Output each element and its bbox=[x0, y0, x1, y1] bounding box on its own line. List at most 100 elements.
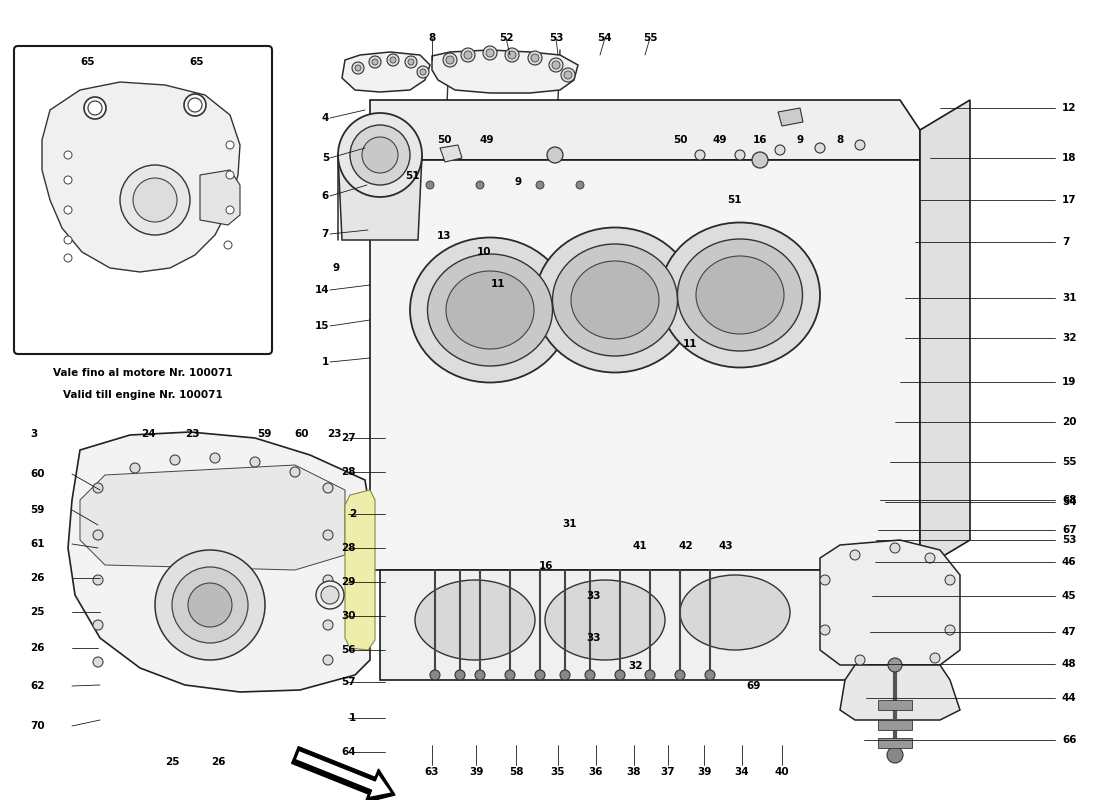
Circle shape bbox=[387, 54, 399, 66]
Circle shape bbox=[890, 543, 900, 553]
Circle shape bbox=[820, 575, 830, 585]
Circle shape bbox=[585, 670, 595, 680]
Text: 9: 9 bbox=[796, 135, 804, 145]
Circle shape bbox=[338, 113, 422, 197]
Circle shape bbox=[476, 181, 484, 189]
Text: 31: 31 bbox=[563, 519, 578, 529]
Text: 37: 37 bbox=[661, 767, 675, 777]
Polygon shape bbox=[840, 665, 960, 720]
Circle shape bbox=[486, 49, 494, 57]
Text: 11: 11 bbox=[683, 339, 697, 349]
Polygon shape bbox=[878, 720, 912, 730]
Polygon shape bbox=[42, 82, 240, 272]
Circle shape bbox=[705, 670, 715, 680]
Ellipse shape bbox=[696, 256, 784, 334]
Text: 39: 39 bbox=[469, 767, 483, 777]
Circle shape bbox=[362, 137, 398, 173]
Circle shape bbox=[850, 550, 860, 560]
Text: 49: 49 bbox=[480, 135, 494, 145]
Text: 69: 69 bbox=[747, 681, 761, 691]
Circle shape bbox=[323, 655, 333, 665]
Text: 70: 70 bbox=[30, 721, 45, 731]
Text: 16: 16 bbox=[752, 135, 768, 145]
Text: 14: 14 bbox=[315, 285, 329, 295]
Circle shape bbox=[443, 53, 456, 67]
Circle shape bbox=[426, 181, 434, 189]
Text: 12: 12 bbox=[1062, 103, 1077, 113]
Circle shape bbox=[64, 206, 72, 214]
Text: 34: 34 bbox=[735, 767, 749, 777]
Polygon shape bbox=[200, 170, 240, 225]
Circle shape bbox=[120, 165, 190, 235]
Text: 7: 7 bbox=[321, 229, 329, 239]
Text: 51: 51 bbox=[406, 171, 420, 181]
Circle shape bbox=[564, 71, 572, 79]
Circle shape bbox=[184, 94, 206, 116]
Text: 26: 26 bbox=[30, 643, 44, 653]
Text: 39: 39 bbox=[696, 767, 712, 777]
Ellipse shape bbox=[678, 239, 803, 351]
Text: 13: 13 bbox=[437, 231, 451, 241]
Text: 28: 28 bbox=[341, 543, 356, 553]
Circle shape bbox=[64, 151, 72, 159]
Circle shape bbox=[455, 670, 465, 680]
Circle shape bbox=[94, 530, 103, 540]
Text: 20: 20 bbox=[1062, 417, 1077, 427]
Circle shape bbox=[226, 141, 234, 149]
Text: 38: 38 bbox=[627, 767, 641, 777]
Text: 15: 15 bbox=[315, 321, 329, 331]
Text: 19: 19 bbox=[1062, 377, 1077, 387]
Circle shape bbox=[464, 51, 472, 59]
Circle shape bbox=[133, 178, 177, 222]
Circle shape bbox=[930, 653, 940, 663]
Text: 36: 36 bbox=[588, 767, 603, 777]
Text: 8: 8 bbox=[836, 135, 844, 145]
Text: 52: 52 bbox=[498, 33, 514, 43]
Circle shape bbox=[531, 54, 539, 62]
Text: 7: 7 bbox=[1062, 237, 1069, 247]
Text: 25: 25 bbox=[165, 757, 179, 767]
Circle shape bbox=[88, 101, 102, 115]
Text: passportdiag: passportdiag bbox=[372, 383, 788, 617]
Text: 11: 11 bbox=[491, 279, 505, 289]
Text: 49: 49 bbox=[713, 135, 727, 145]
Circle shape bbox=[695, 150, 705, 160]
Circle shape bbox=[372, 59, 378, 65]
Text: 47: 47 bbox=[1062, 627, 1077, 637]
Circle shape bbox=[552, 61, 560, 69]
Circle shape bbox=[130, 463, 140, 473]
Circle shape bbox=[250, 457, 260, 467]
Circle shape bbox=[615, 670, 625, 680]
Circle shape bbox=[430, 670, 440, 680]
Circle shape bbox=[925, 553, 935, 563]
Text: 5: 5 bbox=[321, 153, 329, 163]
Circle shape bbox=[446, 56, 454, 64]
Circle shape bbox=[576, 181, 584, 189]
Text: 64: 64 bbox=[341, 747, 356, 757]
Circle shape bbox=[94, 575, 103, 585]
Circle shape bbox=[368, 56, 381, 68]
Text: 67: 67 bbox=[1062, 525, 1077, 535]
Text: 26: 26 bbox=[30, 573, 44, 583]
Circle shape bbox=[855, 655, 865, 665]
Polygon shape bbox=[370, 160, 920, 570]
Text: 23: 23 bbox=[185, 429, 199, 439]
Text: 32: 32 bbox=[629, 661, 644, 671]
Ellipse shape bbox=[535, 227, 695, 373]
Circle shape bbox=[226, 206, 234, 214]
Polygon shape bbox=[338, 155, 422, 240]
FancyArrow shape bbox=[295, 750, 392, 798]
Circle shape bbox=[323, 620, 333, 630]
Text: 8: 8 bbox=[428, 33, 436, 43]
Text: 18: 18 bbox=[1062, 153, 1077, 163]
Text: 16: 16 bbox=[539, 561, 553, 571]
Text: 33: 33 bbox=[586, 591, 602, 601]
Text: 57: 57 bbox=[341, 677, 356, 687]
FancyBboxPatch shape bbox=[14, 46, 272, 354]
Circle shape bbox=[887, 747, 903, 763]
Text: 2: 2 bbox=[349, 509, 356, 519]
Text: 53: 53 bbox=[549, 33, 563, 43]
Text: 24: 24 bbox=[141, 429, 155, 439]
Circle shape bbox=[420, 69, 426, 75]
Text: 54: 54 bbox=[1062, 497, 1077, 507]
